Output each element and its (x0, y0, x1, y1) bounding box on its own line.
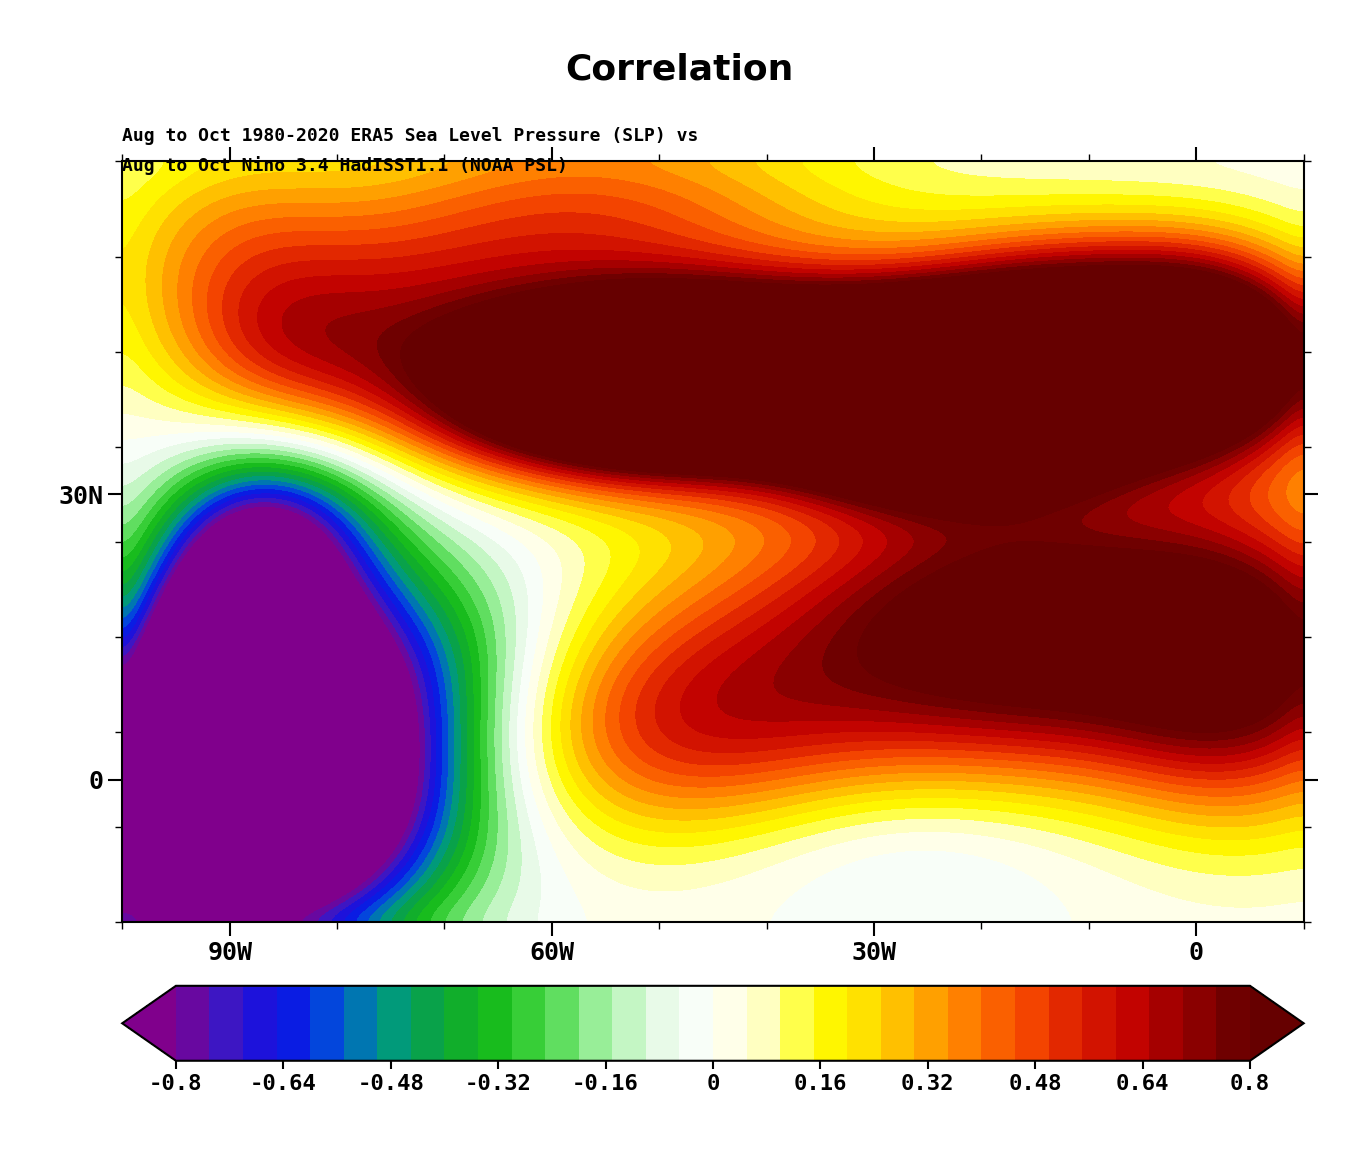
PathPatch shape (1249, 986, 1304, 1061)
Text: Aug to Oct Nino 3.4 HadISST1.1 (NOAA PSL): Aug to Oct Nino 3.4 HadISST1.1 (NOAA PSL… (122, 156, 568, 174)
Text: Aug to Oct 1980-2020 ERA5 Sea Level Pressure (SLP) vs: Aug to Oct 1980-2020 ERA5 Sea Level Pres… (122, 127, 698, 145)
PathPatch shape (122, 986, 177, 1061)
Text: Correlation: Correlation (565, 53, 793, 86)
